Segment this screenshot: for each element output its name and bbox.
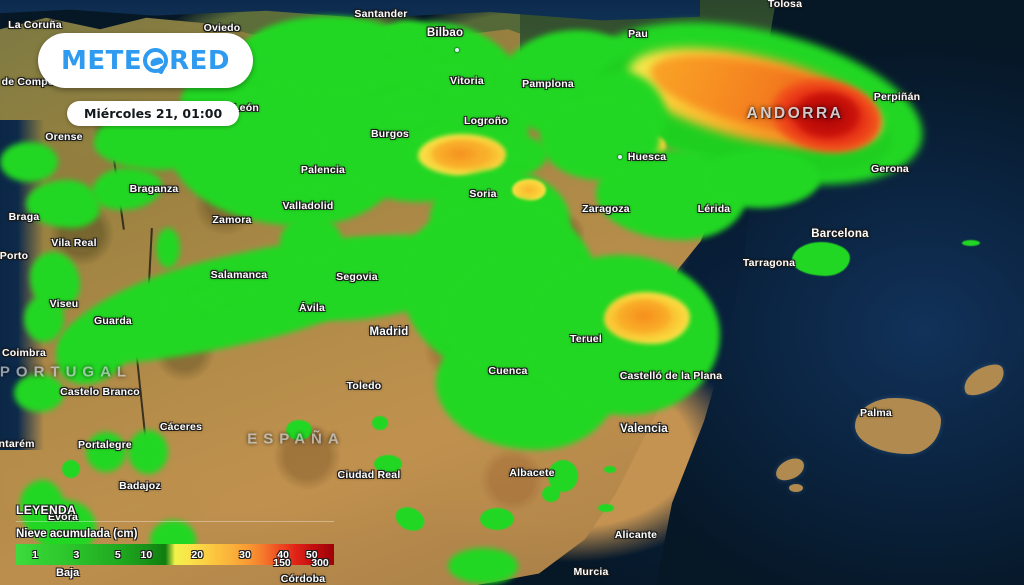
meteored-wordmark: METE RED	[61, 46, 230, 76]
city-label-perpinan: Perpiñán	[873, 91, 921, 103]
city-label-portalegre: Portalegre	[78, 439, 132, 451]
city-label-badajoz: Badajoz	[119, 480, 161, 492]
logo-text-after: RED	[169, 45, 230, 76]
legend-tick-150: 150	[273, 557, 291, 569]
snow-colorbar[interactable]: 1 3 5 10 20 30 40 50	[16, 544, 334, 565]
city-label-huesca: Huesca	[627, 151, 667, 163]
city-label-caceres: Cáceres	[159, 421, 203, 433]
timestamp-badge[interactable]: Miércoles 21, 01:00	[67, 101, 240, 126]
city-label-zaragoza: Zaragoza	[582, 203, 630, 215]
city-label-logrono: Logroño	[464, 115, 508, 127]
city-label-segovia: Segovia	[336, 271, 378, 283]
legend-tick-40: 40	[277, 548, 289, 561]
country-label-espana: ESPAÑA	[247, 430, 345, 448]
city-label-palma: Palma	[860, 407, 892, 419]
city-label-tolosa: Tolosa	[767, 0, 803, 10]
legend-subtitle: Nieve acumulada (cm)	[16, 528, 138, 540]
city-label-palencia: Palencia	[300, 164, 346, 176]
legend-tick-1: 1	[32, 548, 38, 561]
city-label-porto: Porto	[0, 250, 29, 262]
city-label-albacete: Albacete	[509, 467, 555, 479]
city-label-santarem: Santarém	[0, 438, 35, 450]
city-label-barcelona: Barcelona	[811, 228, 869, 240]
city-label-valencia: Valencia	[620, 423, 668, 435]
city-label-bilbao: Bilbao	[426, 27, 464, 39]
city-label-braga: Braga	[8, 211, 40, 223]
legend-tick-20: 20	[191, 548, 204, 561]
legend-tick-5: 5	[114, 548, 121, 561]
city-label-pamplona: Pamplona	[522, 78, 574, 90]
city-label-la-coruna: La Coruña	[8, 19, 62, 31]
city-label-lerida: Lérida	[697, 203, 731, 215]
meteored-logo[interactable]: METE RED	[38, 33, 253, 88]
legend-panel: LEYENDA Nieve acumulada (cm) 1 3 5 10 20…	[16, 503, 334, 579]
city-label-ciudad-real: Ciudad Real	[337, 469, 401, 481]
mallorca-island	[855, 398, 941, 454]
city-label-leon: León	[233, 102, 259, 114]
city-label-vila-real: Vila Real	[51, 237, 97, 249]
city-label-viseu: Viseu	[49, 298, 79, 310]
city-label-castelo-branco: Castelo Branco	[60, 386, 140, 398]
legend-tick-50: 50	[305, 548, 318, 561]
legend-colorbar-wrap: 1 3 5 10 20 30 40 50	[16, 544, 334, 565]
city-label-braganza: Braganza	[129, 183, 179, 195]
city-label-burgos: Burgos	[371, 128, 409, 140]
city-label-pau: Pau	[628, 28, 648, 40]
city-label-salamanca: Salamanca	[210, 269, 268, 281]
city-label-tarragona: Tarragona	[742, 257, 796, 269]
city-label-teruel: Teruel	[570, 333, 602, 345]
city-label-evora: Évora	[47, 511, 79, 523]
city-label-avila: Ávila	[298, 302, 326, 314]
city-label-madrid: Madrid	[369, 326, 409, 338]
city-label-oviedo: Oviedo	[203, 22, 241, 34]
city-label-vitoria: Vitoria	[450, 75, 484, 87]
city-marker-bilbao	[455, 48, 459, 52]
city-label-cuenca: Cuenca	[488, 365, 528, 377]
legend-divider	[16, 521, 334, 522]
city-label-castello-de-la-plana: Castelló de la Plana	[619, 370, 723, 382]
legend-tick-10: 10	[140, 548, 153, 561]
logo-text-before: METE	[60, 45, 143, 76]
country-label-andorra: ANDORRA	[746, 105, 844, 122]
legend-tick-30: 30	[239, 548, 251, 561]
city-label-soria: Soria	[469, 188, 497, 200]
city-label-toledo: Toledo	[346, 380, 382, 392]
legend-tick-3: 3	[73, 548, 80, 561]
legend-title: LEYENDA	[16, 503, 77, 517]
atlantic-ocean	[0, 120, 44, 450]
legend-tick-300: 300	[311, 557, 329, 569]
city-label-santander: Santander	[354, 8, 408, 20]
city-label-orense: Orense	[45, 131, 83, 143]
city-label-cordoba: Córdoba	[280, 573, 326, 585]
meteored-droplet-icon	[143, 48, 169, 73]
city-label-murcia: Murcia	[573, 566, 609, 578]
city-label-coimbra: Coimbra	[2, 347, 46, 359]
city-label-valladolid: Valladolid	[282, 200, 334, 212]
city-label-guarda: Guarda	[94, 315, 132, 327]
city-label-alicante: Alicante	[614, 529, 658, 541]
city-label-zamora: Zamora	[212, 214, 252, 226]
timestamp-label: Miércoles 21, 01:00	[84, 106, 223, 121]
legend-low-label: Baja	[56, 567, 80, 579]
country-label-portugal: PORTUGAL	[0, 363, 133, 381]
city-marker-huesca	[618, 155, 622, 159]
city-label-gerona: Gerona	[871, 163, 909, 175]
formentera-island	[789, 484, 803, 492]
